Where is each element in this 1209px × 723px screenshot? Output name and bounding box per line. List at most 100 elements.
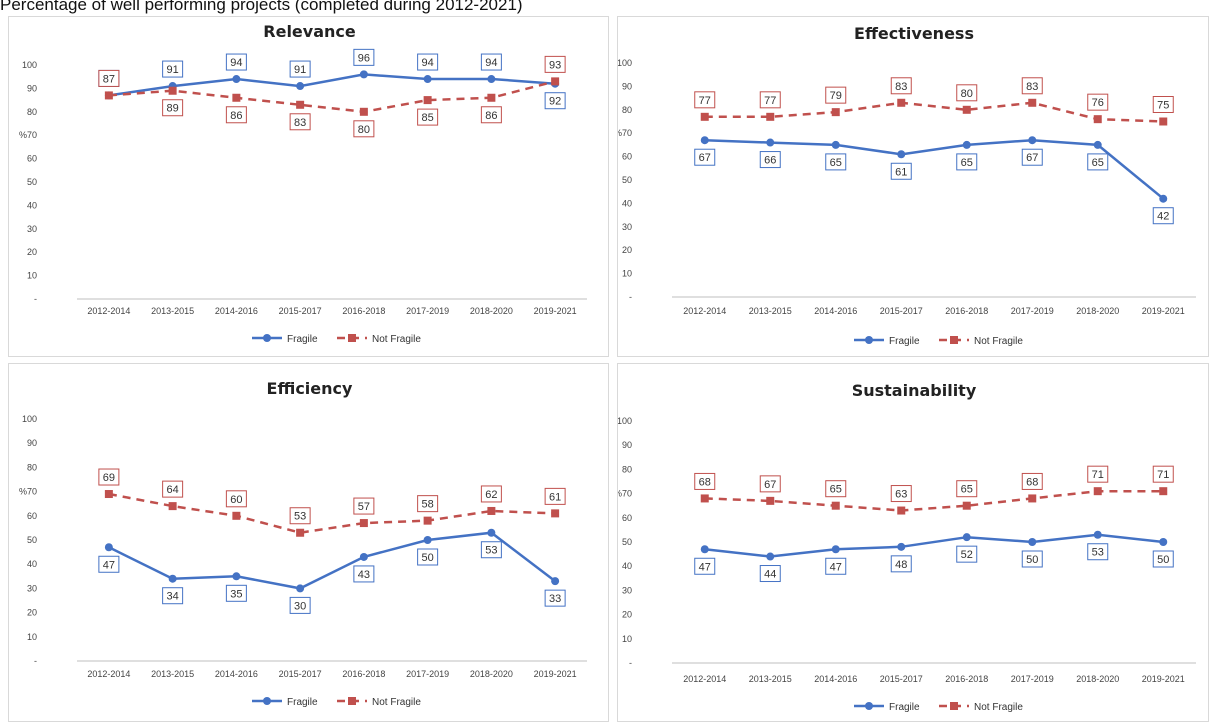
data-label-text: 92 bbox=[549, 96, 561, 108]
data-label-text: 86 bbox=[485, 110, 497, 122]
data-label-text: 87 bbox=[103, 73, 115, 85]
data-label-text: 77 bbox=[764, 95, 776, 107]
data-label-box bbox=[956, 480, 978, 498]
data-label-box bbox=[544, 55, 566, 73]
data-label-text: 69 bbox=[103, 472, 115, 484]
x-tick-label: 2012-2014 bbox=[87, 306, 130, 316]
data-label-box bbox=[353, 48, 375, 66]
y-tick-label: 60 bbox=[27, 511, 37, 521]
data-label-box bbox=[759, 151, 781, 169]
data-label-text: 94 bbox=[485, 57, 497, 69]
fragile-data-label: 94 bbox=[225, 53, 247, 71]
fragile-point bbox=[551, 577, 560, 586]
y-tick-label: 60 bbox=[27, 154, 37, 164]
fragile-point bbox=[1159, 194, 1168, 203]
not-fragile-data-label: 60 bbox=[225, 490, 247, 508]
chart-title: Relevance bbox=[263, 22, 356, 41]
data-label-text: 65 bbox=[961, 157, 973, 169]
fragile-series-line bbox=[108, 73, 556, 97]
not-fragile-series-line bbox=[704, 101, 1164, 123]
x-tick-label: 2019-2021 bbox=[534, 306, 577, 316]
data-label-text: 65 bbox=[830, 157, 842, 169]
legend-not-fragile-label: Not Fragile bbox=[974, 702, 1023, 713]
sustainability-chart: Sustainability - 10 20 30 40 50 60 70 80 90 100% 201… bbox=[618, 381, 1196, 713]
data-label-box bbox=[759, 565, 781, 583]
data-label-text: 47 bbox=[830, 561, 842, 573]
data-label-text: 47 bbox=[103, 559, 115, 571]
fragile-data-label: 53 bbox=[480, 541, 502, 559]
data-label-box bbox=[694, 91, 716, 109]
chart-title: Effectiveness bbox=[854, 24, 974, 43]
not-fragile-data-label: 62 bbox=[480, 485, 502, 503]
x-tick-label: 2017-2019 bbox=[406, 669, 449, 679]
data-label-text: 67 bbox=[764, 479, 776, 491]
fragile-data-label: 91 bbox=[289, 60, 311, 78]
x-tick-label: 2014-2016 bbox=[814, 306, 857, 316]
data-label-box bbox=[225, 106, 247, 124]
not-fragile-point bbox=[104, 490, 113, 499]
legend-not-fragile-marker bbox=[348, 334, 356, 342]
data-label-text: 71 bbox=[1157, 469, 1169, 481]
x-tick-label: 2018-2020 bbox=[470, 306, 513, 316]
fragile-data-label: 96 bbox=[353, 48, 375, 66]
not-fragile-point bbox=[766, 112, 775, 121]
y-tick-label: 70 bbox=[27, 130, 37, 140]
y-tick-label: 100 bbox=[618, 416, 632, 426]
x-tick-label: 2019-2021 bbox=[1142, 306, 1185, 316]
fragile-data-label: 61 bbox=[890, 162, 912, 180]
not-fragile-point bbox=[1159, 117, 1168, 126]
y-tick-label: 10 bbox=[622, 269, 632, 279]
not-fragile-data-label: 86 bbox=[225, 106, 247, 124]
data-label-box bbox=[694, 557, 716, 575]
data-label-text: 50 bbox=[1157, 554, 1169, 566]
not-fragile-data-label: 53 bbox=[289, 507, 311, 525]
y-tick-label: - bbox=[34, 294, 37, 304]
legend: Fragile Not Fragile bbox=[854, 336, 1023, 347]
fragile-point bbox=[831, 140, 840, 149]
fragile-data-label: 44 bbox=[759, 565, 781, 583]
fragile-point bbox=[232, 75, 241, 84]
data-label-text: 67 bbox=[1026, 152, 1038, 164]
data-label-box bbox=[1152, 465, 1174, 483]
data-label-text: 47 bbox=[699, 561, 711, 573]
data-label-box bbox=[759, 475, 781, 493]
not-fragile-data-label: 83 bbox=[1021, 77, 1043, 95]
not-fragile-point bbox=[897, 506, 906, 515]
x-tick-label: 2019-2021 bbox=[534, 669, 577, 679]
data-label-box bbox=[1087, 543, 1109, 561]
fragile-data-label: 34 bbox=[162, 587, 184, 605]
data-label-box bbox=[544, 487, 566, 505]
fragile-data-label: 48 bbox=[890, 555, 912, 573]
fragile-data-label: 91 bbox=[162, 60, 184, 78]
not-fragile-series-line bbox=[108, 492, 556, 534]
data-label-text: 80 bbox=[961, 88, 973, 100]
x-tick-label: 2018-2020 bbox=[470, 669, 513, 679]
not-fragile-data-label: 80 bbox=[956, 84, 978, 102]
data-label-box bbox=[1152, 550, 1174, 568]
data-label-text: 53 bbox=[485, 545, 497, 557]
fragile-data-label: 66 bbox=[759, 151, 781, 169]
y-tick-label: 90 bbox=[622, 440, 632, 450]
legend-not-fragile-marker bbox=[950, 336, 958, 344]
not-fragile-point bbox=[359, 519, 368, 528]
data-label-box bbox=[480, 106, 502, 124]
fragile-point bbox=[1028, 136, 1037, 145]
data-label-box bbox=[825, 557, 847, 575]
y-tick-label: 30 bbox=[27, 583, 37, 593]
x-tick-label: 2015-2017 bbox=[880, 306, 923, 316]
data-label-text: 35 bbox=[230, 588, 242, 600]
data-label-box bbox=[1021, 77, 1043, 95]
relevance-chart: Relevance - 10 20 30 40 50 60 70 80 90 100% 2012-201… bbox=[19, 22, 587, 345]
data-label-box bbox=[544, 589, 566, 607]
data-label-box bbox=[225, 53, 247, 71]
data-label-box bbox=[417, 548, 439, 566]
fragile-point bbox=[962, 533, 971, 542]
sustainability-chart-panel: Sustainability - 10 20 30 40 50 60 70 80 90 100% 201… bbox=[617, 363, 1209, 722]
x-tick-label: 2014-2016 bbox=[215, 669, 258, 679]
data-label-box bbox=[417, 495, 439, 513]
data-label-text: 57 bbox=[358, 501, 370, 513]
not-fragile-point bbox=[1159, 487, 1168, 496]
data-label-box bbox=[480, 53, 502, 71]
data-label-text: 75 bbox=[1157, 100, 1169, 112]
not-fragile-point bbox=[551, 509, 560, 518]
